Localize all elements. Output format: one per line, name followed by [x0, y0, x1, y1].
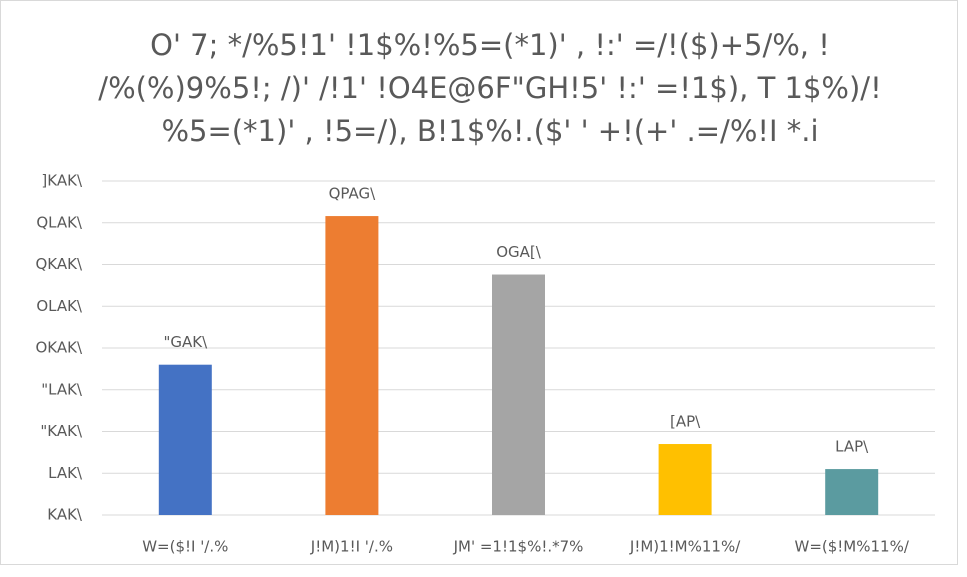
data-label: LAP\	[835, 438, 869, 456]
x-tick-label: W=($!I '/.%	[142, 538, 228, 556]
y-tick-label: "LAK\	[41, 380, 83, 398]
x-tick-label: W=($!M%11%/	[794, 538, 909, 556]
y-tick-label: QLAK\	[36, 213, 83, 231]
data-label: [AP\	[670, 413, 701, 431]
chart-title: %5=(*1)' , !5=/), B!1$%!.($' ' +!(+' .=/…	[161, 114, 818, 148]
y-tick-label: LAK\	[48, 464, 83, 482]
chart-title: /%(%)9%5!; /)' /!1' !O4E@6F"GH!5' !:' =!…	[98, 71, 881, 105]
y-tick-label: OKAK\	[35, 339, 82, 357]
bar	[158, 364, 212, 515]
bar	[825, 469, 879, 515]
y-tick-label: QKAK\	[35, 255, 82, 273]
y-tick-label: OLAK\	[36, 297, 83, 315]
y-tick-label: ]KAK\	[41, 172, 83, 190]
data-label: "GAK\	[163, 333, 208, 351]
y-tick-label: KAK\	[47, 506, 83, 524]
x-tick-label: J!M)1!I '/.%	[310, 538, 393, 556]
x-tick-label: J!M)1!M%11%/	[629, 538, 741, 556]
x-tick-label: JM' =1!1$%!.*7%	[453, 538, 584, 556]
bar	[492, 274, 545, 515]
data-label: QPAG\	[329, 185, 377, 203]
bar	[658, 444, 712, 515]
chart-title: O' 7; */%5!1' !1$%!%5=(*1)' , !:' =/!($)…	[150, 28, 830, 62]
bar	[325, 216, 379, 515]
data-label: OGA[\	[496, 243, 542, 261]
y-tick-label: "KAK\	[40, 422, 83, 440]
